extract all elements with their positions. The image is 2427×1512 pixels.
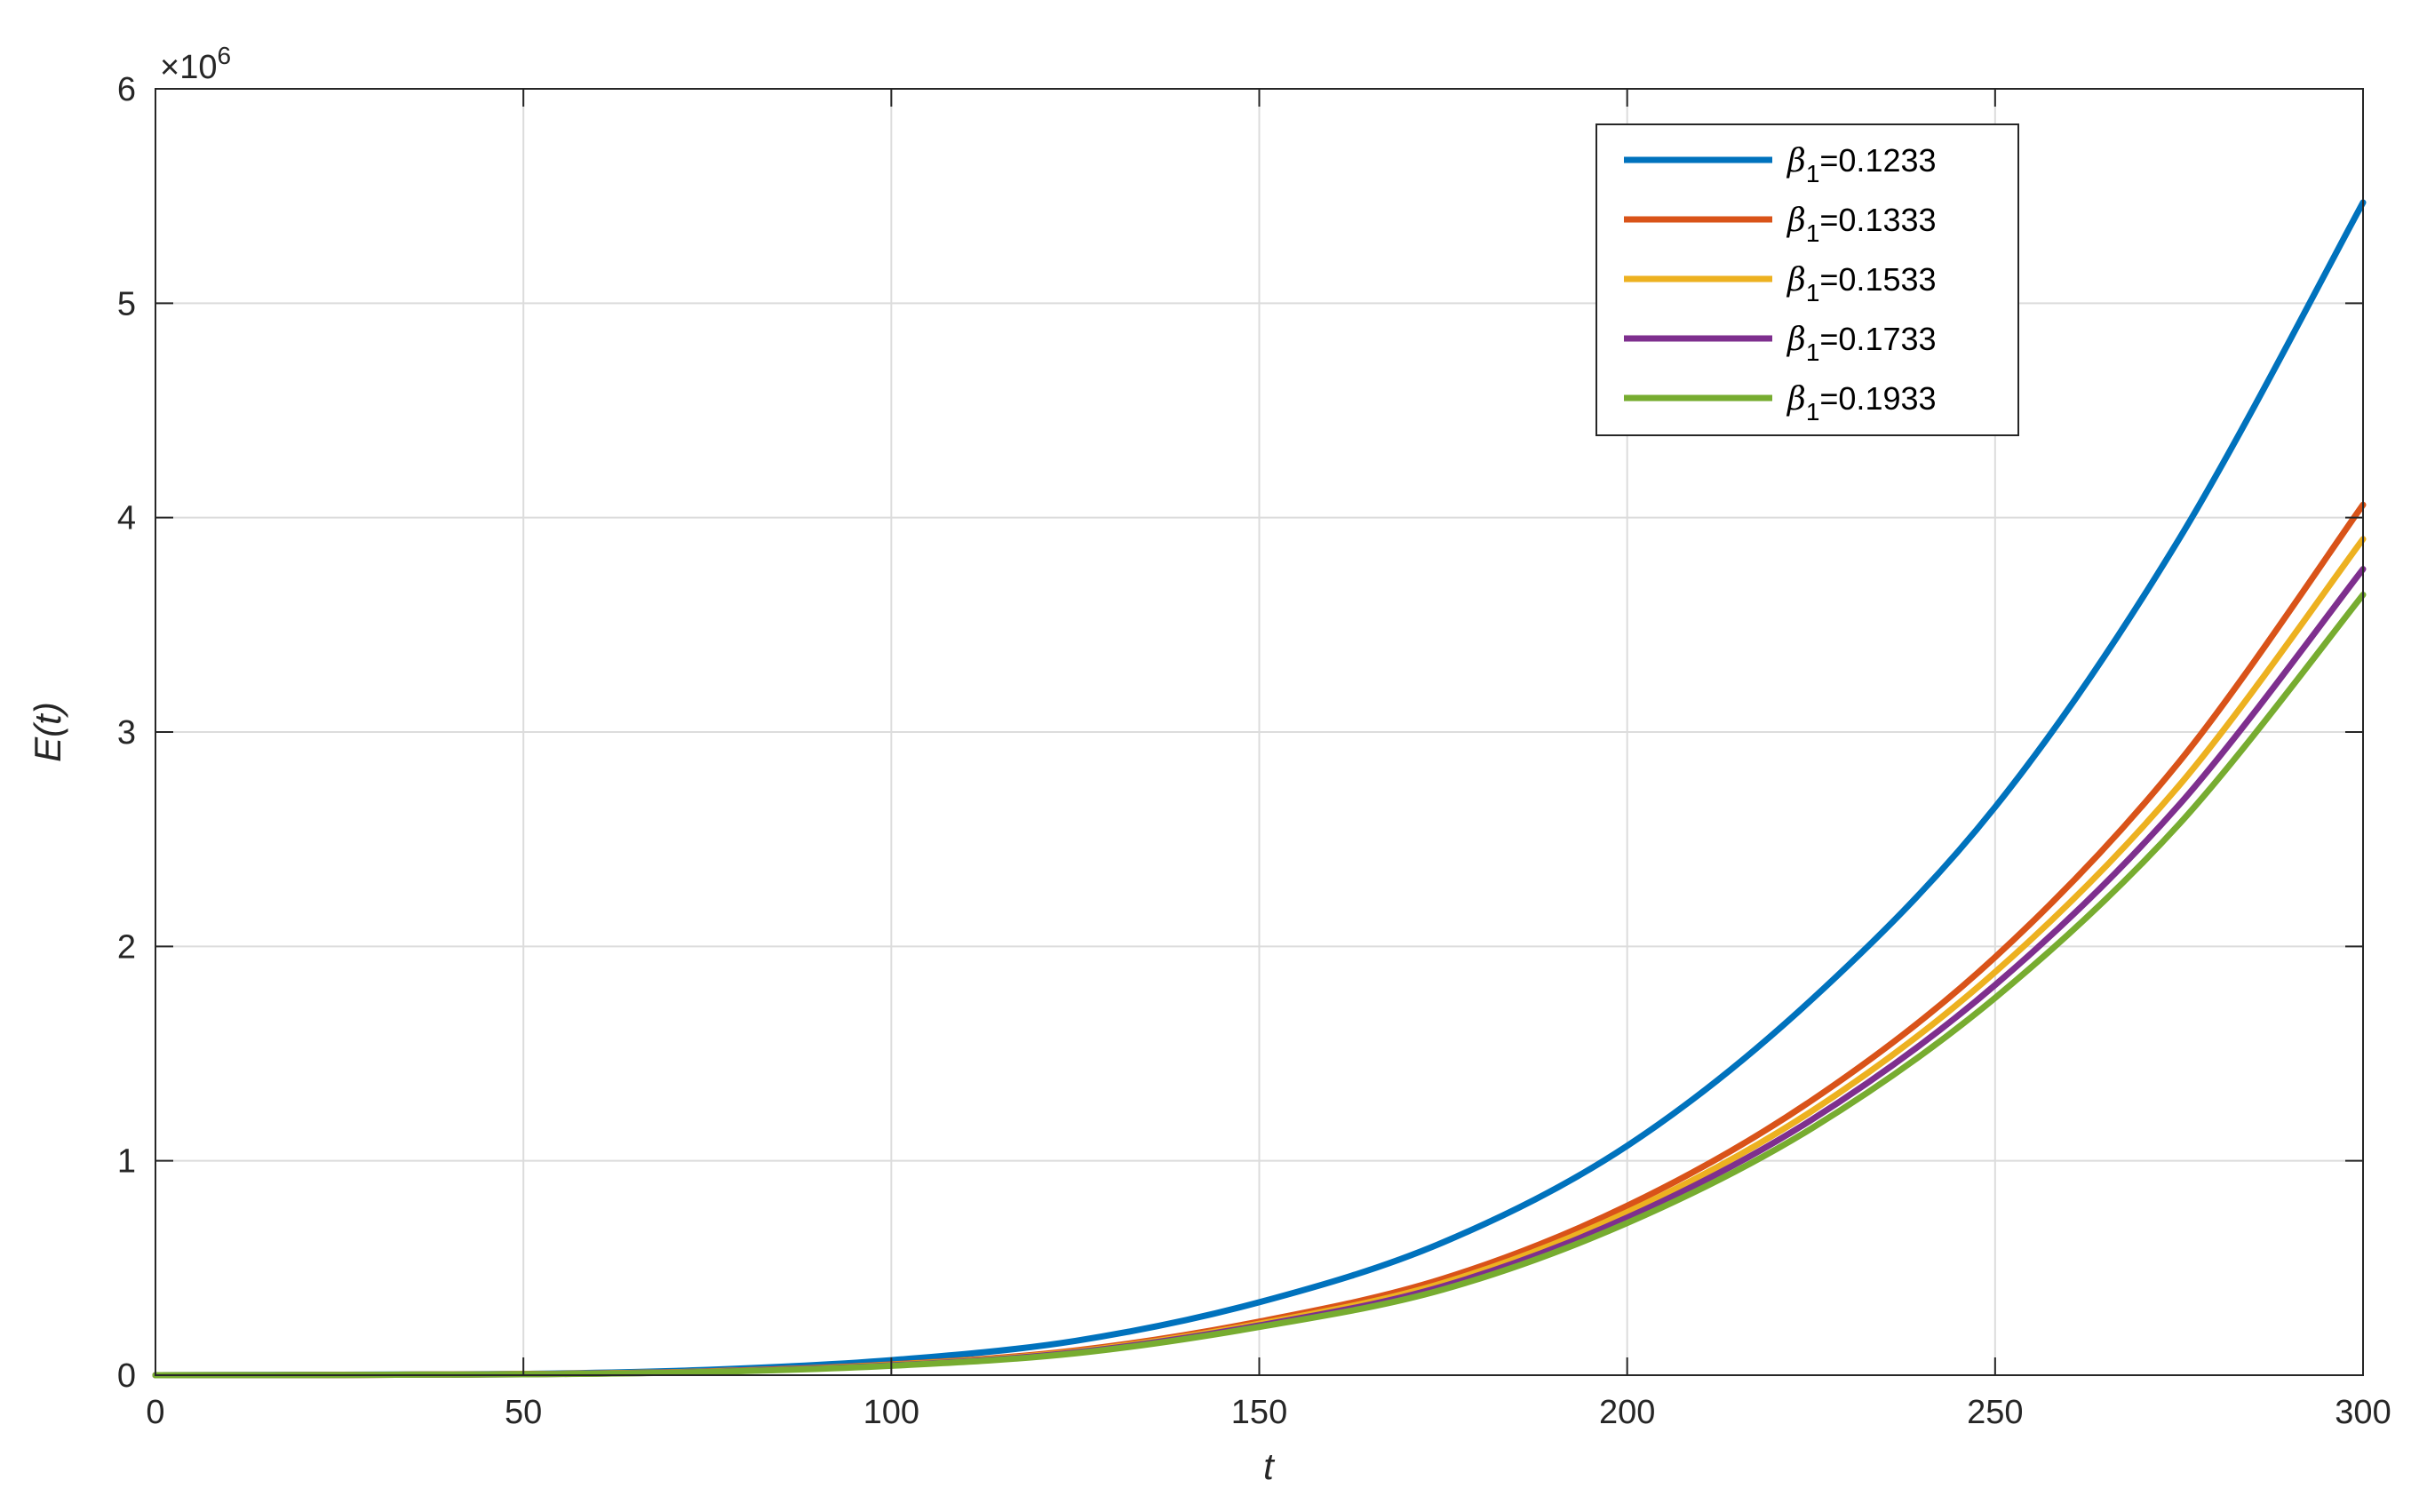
legend-subscript: 1 <box>1806 219 1820 247</box>
legend-label-5: β1=0.1933 <box>1786 380 1937 426</box>
legend-symbol: β <box>1786 322 1806 358</box>
x-tick-label: 250 <box>1967 1394 2023 1431</box>
tick-marks <box>155 88 2364 1376</box>
y-exponent-base: ×10 <box>160 49 217 86</box>
y-tick-label: 4 <box>117 500 136 537</box>
x-axis-label: t <box>1263 1445 1276 1487</box>
y-tick-label: 3 <box>117 714 136 752</box>
y-tick-label: 2 <box>117 928 136 966</box>
legend-label-3: β1=0.1533 <box>1786 261 1937 306</box>
legend-symbol: β <box>1786 143 1806 179</box>
legend-label-1: β1=0.1233 <box>1786 142 1937 187</box>
y-tick-label: 6 <box>117 71 136 108</box>
x-tick-label: 200 <box>1599 1394 1655 1431</box>
legend-label-4: β1=0.1733 <box>1786 321 1937 366</box>
y-tick-labels: 0 1 2 3 4 5 6 <box>117 71 136 1395</box>
legend-value: =0.1333 <box>1819 202 1936 238</box>
x-tick-label: 50 <box>505 1394 542 1431</box>
legend-symbol: β <box>1786 203 1806 239</box>
legend-subscript: 1 <box>1806 279 1820 306</box>
legend-value: =0.1933 <box>1819 380 1936 417</box>
legend-subscript: 1 <box>1806 398 1820 426</box>
legend-value: =0.1533 <box>1819 261 1936 298</box>
legend-value: =0.1233 <box>1819 142 1936 179</box>
legend-symbol: β <box>1786 262 1806 298</box>
x-tick-labels: 0 50 100 150 200 250 300 <box>146 1394 2391 1431</box>
y-tick-label: 5 <box>117 285 136 322</box>
x-tick-label: 100 <box>863 1394 919 1431</box>
legend-subscript: 1 <box>1806 160 1820 187</box>
legend-subscript: 1 <box>1806 338 1820 366</box>
series-lines <box>152 199 2367 1379</box>
x-tick-label: 0 <box>146 1394 164 1431</box>
x-tick-label: 300 <box>2335 1394 2391 1431</box>
legend-symbol: β <box>1786 381 1806 418</box>
series-line-5 <box>152 592 2367 1379</box>
legend: β1=0.1233β1=0.1333β1=0.1533β1=0.1733β1=0… <box>1595 123 2019 436</box>
y-axis-label: E(t) <box>27 702 68 762</box>
y-tick-label: 0 <box>117 1357 136 1395</box>
y-exponent-power: 6 <box>217 42 231 69</box>
y-exponent-label: ×106 <box>160 42 231 86</box>
legend-label-2: β1=0.1333 <box>1786 202 1937 247</box>
x-tick-label: 150 <box>1231 1394 1287 1431</box>
y-tick-label: 1 <box>117 1143 136 1181</box>
legend-value: =0.1733 <box>1819 321 1936 357</box>
